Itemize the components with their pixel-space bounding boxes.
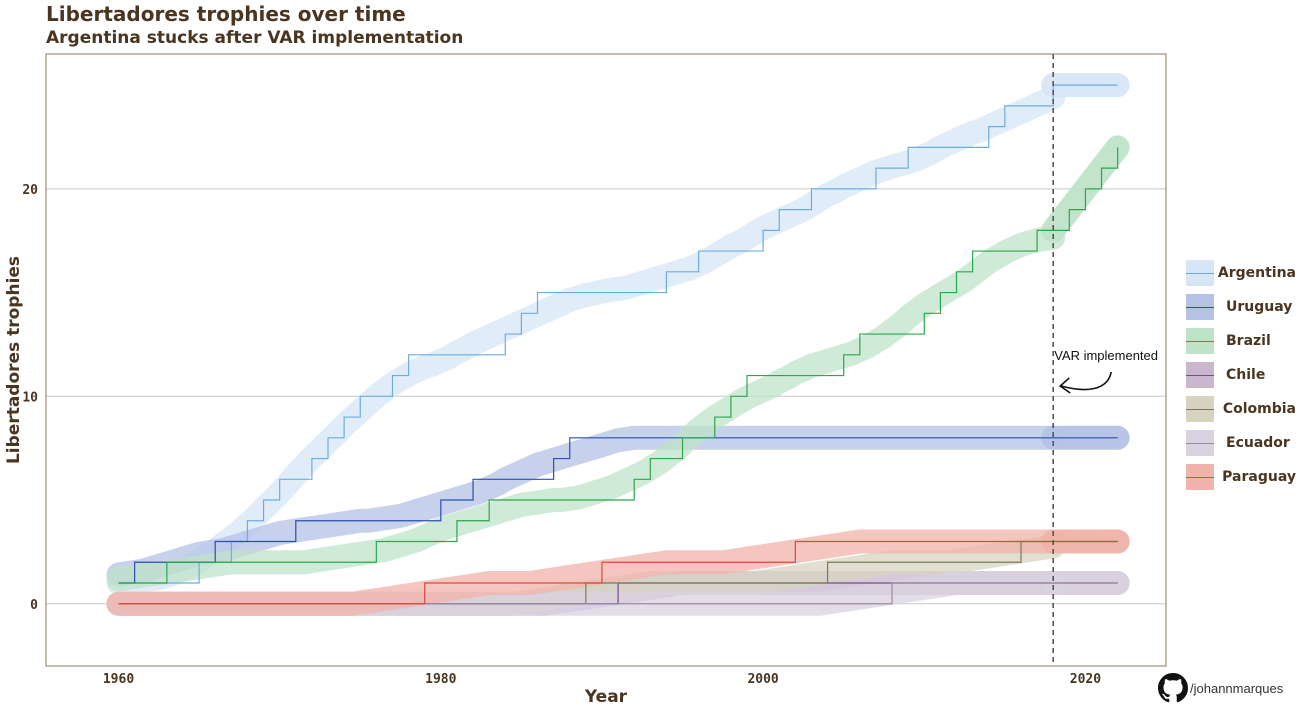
credit-text: /johannmarques [1190, 680, 1284, 696]
legend-label: Argentina [1217, 265, 1296, 281]
plot-panel-border [45, 53, 1167, 667]
x-axis-ticks: 1960 1980 2000 2020 [103, 672, 1101, 687]
legend-key [1186, 362, 1214, 388]
legend-item-chile: Chile [1186, 358, 1296, 392]
series-line-paraguay [118, 540, 1118, 605]
series-line-brazil [118, 147, 1119, 584]
y-tick-label: 10 [22, 390, 38, 405]
legend-label: Colombia [1222, 401, 1296, 417]
legend-item-argentina: Argentina [1186, 256, 1296, 290]
legend-item-paraguay: Paraguay [1186, 460, 1296, 494]
var-arrowhead [1058, 377, 1071, 394]
series-line-colombia [118, 540, 1118, 605]
trend-band-argentina [106, 85, 1066, 595]
credit: /johannmarques [1158, 673, 1283, 703]
legend-label: Paraguay [1222, 469, 1296, 485]
legend-label: Brazil [1226, 333, 1271, 349]
legend-label: Uruguay [1226, 299, 1293, 315]
legend-key [1186, 328, 1214, 354]
y-axis-ticks: 0 10 20 [22, 183, 38, 613]
legend-label: Ecuador [1226, 435, 1290, 451]
x-tick-label: 2000 [747, 672, 778, 687]
legend-key [1186, 396, 1214, 422]
var-annotation-label: VAR implemented [1054, 348, 1158, 363]
x-tick-label: 1980 [425, 672, 456, 687]
series-line-argentina [118, 84, 1118, 584]
github-icon [1158, 673, 1188, 703]
series-line-ecuador [118, 582, 1118, 605]
series-lines [118, 84, 1119, 605]
x-tick-label: 2020 [1070, 672, 1101, 687]
chart-title: Libertadores trophies over time [46, 2, 406, 26]
legend-key [1186, 294, 1214, 320]
var-arrow [1060, 371, 1112, 391]
legend-key [1186, 464, 1214, 490]
y-tick-label: 20 [22, 183, 38, 198]
legend-key [1186, 430, 1214, 456]
legend-label: Chile [1226, 367, 1266, 383]
var-annotation: VAR implemented [1052, 54, 1158, 666]
legend-item-ecuador: Ecuador [1186, 426, 1296, 460]
x-axis-label: Year [584, 687, 628, 707]
legend-key [1186, 260, 1214, 286]
x-tick-label: 1960 [103, 672, 134, 687]
legend-item-uruguay: Uruguay [1186, 290, 1296, 324]
y-tick-label: 0 [30, 598, 38, 613]
trend-bands [106, 73, 1130, 616]
y-axis-label: Libertadores trophies [4, 256, 24, 464]
legend-item-brazil: Brazil [1186, 324, 1296, 358]
chart-subtitle: Argentina stucks after VAR implementatio… [46, 28, 464, 48]
legend-item-colombia: Colombia [1186, 392, 1296, 426]
legend: Argentina Uruguay Brazil Chile Colombia Ecuad… [1186, 256, 1296, 494]
